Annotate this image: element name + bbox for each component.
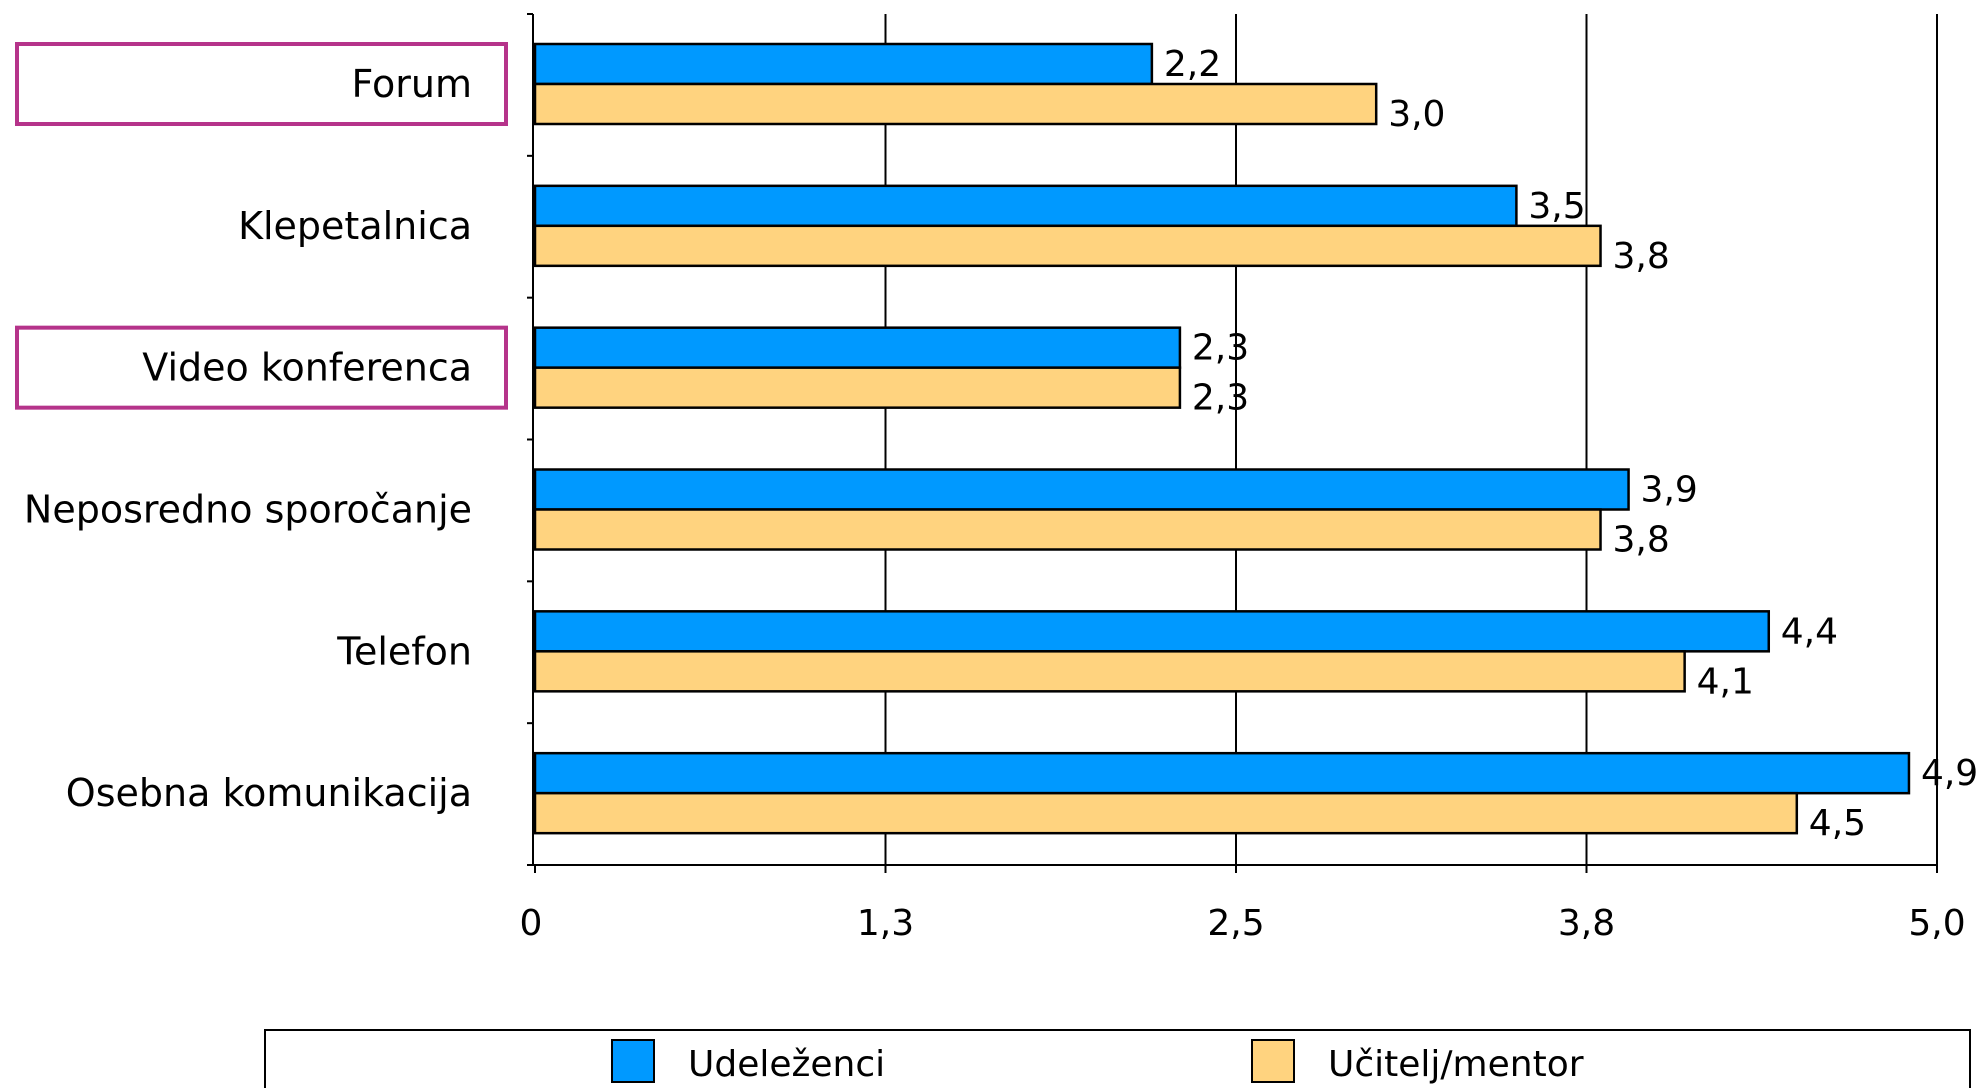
x-tick-label: 2,5 — [1207, 903, 1264, 944]
bar — [533, 610, 1771, 653]
bar — [533, 42, 1154, 86]
category-highlight-box — [15, 325, 508, 410]
bars — [533, 42, 1911, 835]
data-label: 3,0 — [1388, 94, 1445, 135]
legend: Udeleženci Učitelj/mentor — [264, 1029, 1971, 1088]
bar — [533, 326, 1182, 369]
category-label: Osebna komunikacija — [66, 771, 472, 815]
x-tick-label: 1,3 — [857, 903, 914, 944]
data-label: 3,8 — [1613, 520, 1670, 561]
bar — [533, 366, 1182, 409]
data-label: 2,3 — [1192, 328, 1249, 369]
category-label: Neposredno sporočanje — [24, 488, 472, 532]
data-label: 3,5 — [1528, 186, 1585, 227]
data-label: 4,5 — [1809, 803, 1866, 844]
data-label: 2,2 — [1164, 44, 1221, 85]
category-label: Forum — [352, 62, 472, 106]
legend-label: Udeleženci — [688, 1044, 885, 1085]
category-highlight-box — [15, 42, 508, 126]
x-tick-label: 0 — [520, 903, 543, 944]
data-label: 3,8 — [1613, 236, 1670, 277]
bar — [533, 751, 1911, 795]
category-label: Video konferenca — [142, 346, 472, 390]
legend-swatch — [611, 1039, 655, 1083]
data-label: 4,1 — [1697, 661, 1754, 702]
bar — [533, 82, 1378, 126]
bar — [533, 508, 1602, 551]
axes: 0 1,3 2,5 3,8 5,0 — [520, 13, 1966, 944]
data-labels: Forum 2,2 3,0 Klepetalnica 3,5 3,8 Video konfe… — [24, 44, 1978, 844]
data-label: 2,3 — [1192, 378, 1249, 419]
grid-lines — [884, 14, 1938, 865]
category-highlights — [15, 42, 508, 410]
bar — [533, 650, 1686, 693]
legend-box — [264, 1029, 1971, 1088]
data-label: 4,4 — [1781, 611, 1838, 652]
data-label: 3,9 — [1641, 470, 1698, 511]
data-label: 4,9 — [1921, 753, 1978, 794]
category-label: Telefon — [336, 629, 472, 673]
bar — [533, 224, 1602, 268]
legend-label: Učitelj/mentor — [1328, 1044, 1584, 1085]
category-label: Klepetalnica — [238, 204, 472, 248]
x-tick-label: 3,8 — [1558, 903, 1615, 944]
bar — [533, 791, 1799, 835]
bar — [533, 468, 1630, 511]
legend-swatch — [1251, 1039, 1295, 1083]
bar — [533, 184, 1518, 228]
x-tick-label: 5,0 — [1908, 903, 1965, 944]
